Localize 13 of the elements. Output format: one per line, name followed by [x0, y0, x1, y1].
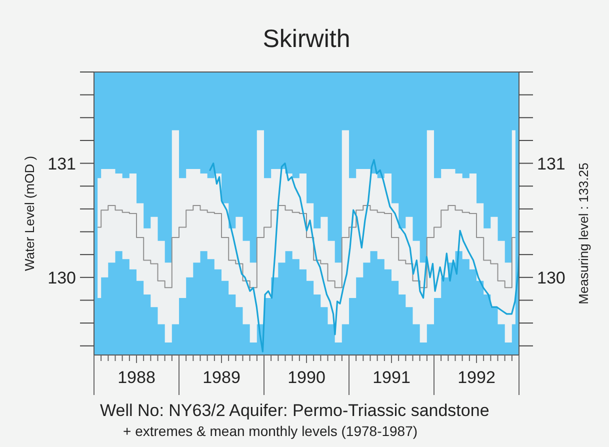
y2-axis-title: Measuring level : 133.25 [576, 162, 591, 304]
y-axis-title: Water Level (mOD ) [22, 156, 37, 272]
x-tick-label: 1988 [118, 368, 156, 387]
text: + extremes & mean monthly levels (1978-1987) [123, 423, 418, 439]
text: Well No: NY63/2 Aquifer: Permo-Triassic sandstone [100, 401, 490, 420]
x-tick-label: 1992 [458, 368, 496, 387]
x-tick-label: 1990 [288, 368, 326, 387]
chart-title: Skirwith [262, 25, 350, 53]
x-tick-label: 1989 [202, 368, 240, 387]
y2-tick-label: 130 [537, 268, 566, 288]
line-series [209, 159, 519, 352]
y2-tick-label: 131 [537, 154, 566, 174]
x-tick-label: 1991 [372, 368, 410, 387]
